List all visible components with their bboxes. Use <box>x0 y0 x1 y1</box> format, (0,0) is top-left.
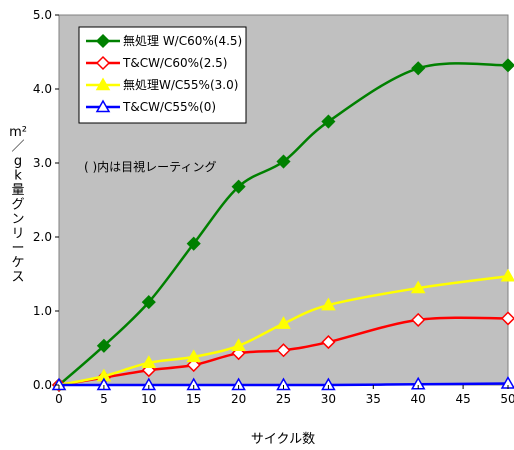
axes-layer: 0 5 10 15 20 25 30 35 40 45 50 0.0 1.0 2.0 3.0 4.0 5.0 <box>33 8 514 406</box>
y-axis-title-char: m² <box>9 125 27 140</box>
x-axis-title: サイクル数 <box>251 432 315 447</box>
data-point <box>231 377 246 391</box>
y-tick-label: 3.0 <box>33 156 52 170</box>
y-axis-title-char: リ <box>11 227 24 242</box>
y-axis-title-char: ン <box>11 212 24 227</box>
data-point <box>500 268 514 282</box>
legend-entry: T&CW/C55%(0) <box>86 99 216 114</box>
data-point <box>410 280 426 294</box>
data-point <box>321 297 336 311</box>
legend-swatch-marker <box>95 99 111 113</box>
legend: 無処理 W/C60%(4.5) T&CW/C60%(2.5) 無処理W/C55%(3… <box>78 26 247 124</box>
y-tick-label: 0.0 <box>33 378 52 392</box>
data-point <box>276 343 291 358</box>
data-point <box>500 58 514 73</box>
data-point <box>51 377 67 391</box>
data-point <box>231 338 246 352</box>
series-layer <box>51 58 514 393</box>
legend-entry: T&CW/C60%(2.5) <box>86 55 227 71</box>
x-tick-label: 5 <box>100 392 108 406</box>
data-point <box>276 154 291 169</box>
y-axis-title-char: ケ <box>11 256 24 271</box>
legend-entry: 無処理 W/C60%(4.5) <box>86 33 242 49</box>
data-point <box>276 316 291 329</box>
data-point <box>411 61 426 76</box>
data-point <box>231 179 246 194</box>
data-point <box>321 377 336 391</box>
data-point <box>96 377 112 391</box>
y-axis-title-char: 量 <box>11 183 24 198</box>
y-axis-title-char: ／ <box>11 140 24 155</box>
y-axis-title-char: ー <box>11 241 24 256</box>
series-3 <box>51 376 514 391</box>
data-point <box>276 377 291 391</box>
y-axis-title-char: k <box>14 169 22 184</box>
x-tick-label: 30 <box>321 392 336 406</box>
data-point <box>411 312 426 327</box>
annotation-note: ( )内は目視レーティング <box>84 159 216 174</box>
data-point <box>186 377 201 391</box>
legend-label: 無処理 W/C60%(4.5) <box>123 33 242 48</box>
x-tick-label: 50 <box>500 392 514 406</box>
x-tick-label: 35 <box>366 392 381 406</box>
y-axis-title-char: グ <box>11 198 24 213</box>
data-point <box>500 311 514 326</box>
legend-label: 無処理W/C55%(3.0) <box>123 77 238 92</box>
legend-label: T&CW/C60%(2.5) <box>122 56 227 70</box>
y-axis-title-char: ス <box>11 270 24 285</box>
y-tick-label: 2.0 <box>33 230 52 244</box>
legend-swatch-marker <box>95 55 111 71</box>
y-axis-title-char: g <box>14 154 22 169</box>
legend-swatch-marker <box>95 77 111 91</box>
legend-label: T&CW/C55%(0) <box>122 100 216 114</box>
series-line <box>58 274 509 387</box>
legend-swatch-marker <box>95 33 111 49</box>
series-line <box>59 382 509 387</box>
data-point <box>96 338 111 353</box>
data-point <box>141 295 156 310</box>
data-point <box>321 114 336 129</box>
x-tick-label: 0 <box>55 392 63 406</box>
data-point <box>186 236 201 251</box>
data-point <box>141 355 157 369</box>
data-point <box>186 349 201 363</box>
data-point <box>141 377 157 391</box>
data-point <box>321 335 336 350</box>
y-tick-label: 1.0 <box>33 304 52 318</box>
x-tick-label: 25 <box>276 392 291 406</box>
x-tick-label: 40 <box>411 392 426 406</box>
series-0 <box>51 58 514 393</box>
y-tick-label: 5.0 <box>33 8 52 22</box>
x-tick-label: 15 <box>186 392 201 406</box>
x-tick-label: 20 <box>231 392 246 406</box>
legend-entry: 無処理W/C55%(3.0) <box>86 77 238 92</box>
x-tick-label: 45 <box>455 392 470 406</box>
x-tick-label: 10 <box>141 392 156 406</box>
y-tick-label: 4.0 <box>33 82 52 96</box>
